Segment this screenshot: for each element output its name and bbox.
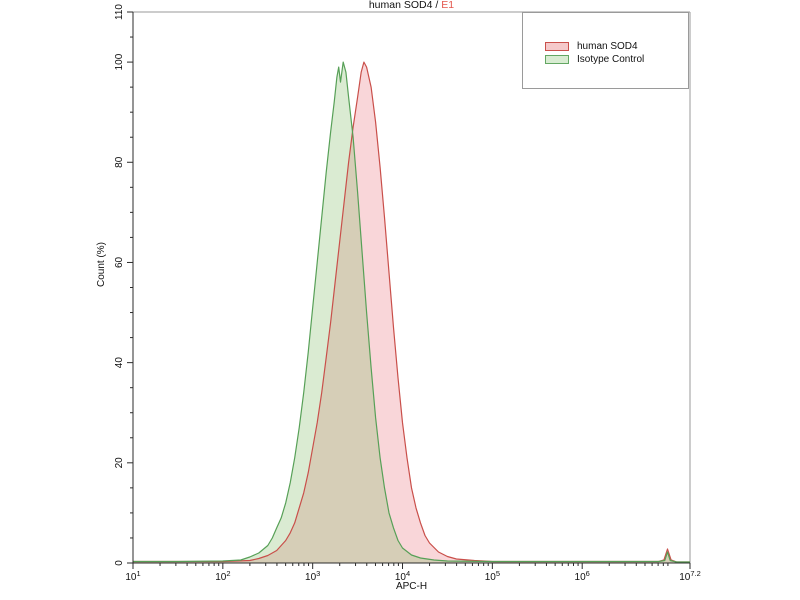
x-tick-label: 105: [485, 569, 500, 583]
x-axis-title: APC-H: [395, 581, 428, 592]
y-axis-title: Count (%): [96, 241, 107, 287]
y-axis-ticks: 0 20 40 60 80 100 110: [114, 4, 133, 566]
x-tick-label: 106: [575, 569, 590, 583]
y-tick-label: 60: [114, 256, 125, 268]
x-tick-label: 101: [125, 569, 140, 583]
chart-title-accent: E1: [441, 0, 455, 11]
y-tick-label: 80: [114, 156, 125, 168]
legend-swatch-human-sod4-icon: [545, 42, 569, 51]
legend-item: human SOD4: [545, 40, 688, 53]
legend-item: Isotype Control: [545, 53, 688, 66]
x-tick-label: 102: [215, 569, 230, 583]
x-axis-ticks: 101 102 103 104 105 106 107.2: [125, 563, 701, 583]
series-line-isotype-control: [133, 61, 690, 563]
legend-label-human-sod4: human SOD4: [577, 41, 638, 52]
y-tick-label: 100: [114, 53, 125, 70]
chart-title: human SOD4 / E1: [133, 0, 690, 12]
x-tick-label: 103: [305, 569, 320, 583]
y-tick-label: 110: [114, 4, 125, 20]
y-tick-label: 0: [114, 560, 125, 566]
legend: human SOD4 Isotype Control: [522, 12, 689, 89]
series-group: [133, 61, 690, 563]
x-tick-label: 107.2: [679, 569, 701, 583]
legend-label-isotype-control: Isotype Control: [577, 54, 645, 65]
legend-swatch-isotype-control-icon: [545, 55, 569, 64]
plot-border: [133, 11, 691, 563]
x-tick-label: 104: [395, 569, 410, 583]
chart-title-main: human SOD4 /: [368, 0, 439, 11]
y-tick-label: 40: [114, 357, 125, 369]
axes: [132, 12, 690, 564]
y-tick-label: 20: [114, 457, 125, 469]
series-line-human-sod4: [133, 61, 690, 563]
